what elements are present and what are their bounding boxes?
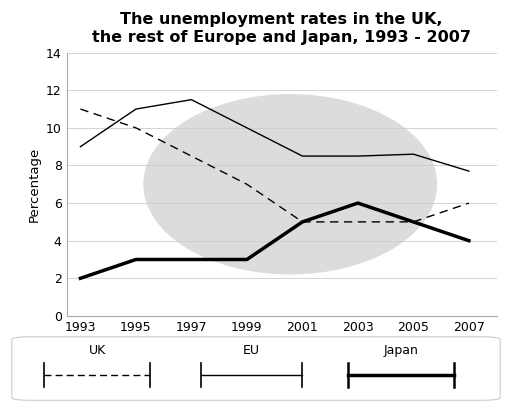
Text: UK: UK bbox=[89, 344, 105, 357]
Text: EU: EU bbox=[243, 344, 260, 357]
Circle shape bbox=[144, 95, 436, 274]
Y-axis label: Percentage: Percentage bbox=[27, 147, 40, 222]
Text: Japan: Japan bbox=[383, 344, 419, 357]
Title: The unemployment rates in the UK,
the rest of Europe and Japan, 1993 - 2007: The unemployment rates in the UK, the re… bbox=[92, 12, 471, 45]
FancyBboxPatch shape bbox=[12, 337, 500, 400]
